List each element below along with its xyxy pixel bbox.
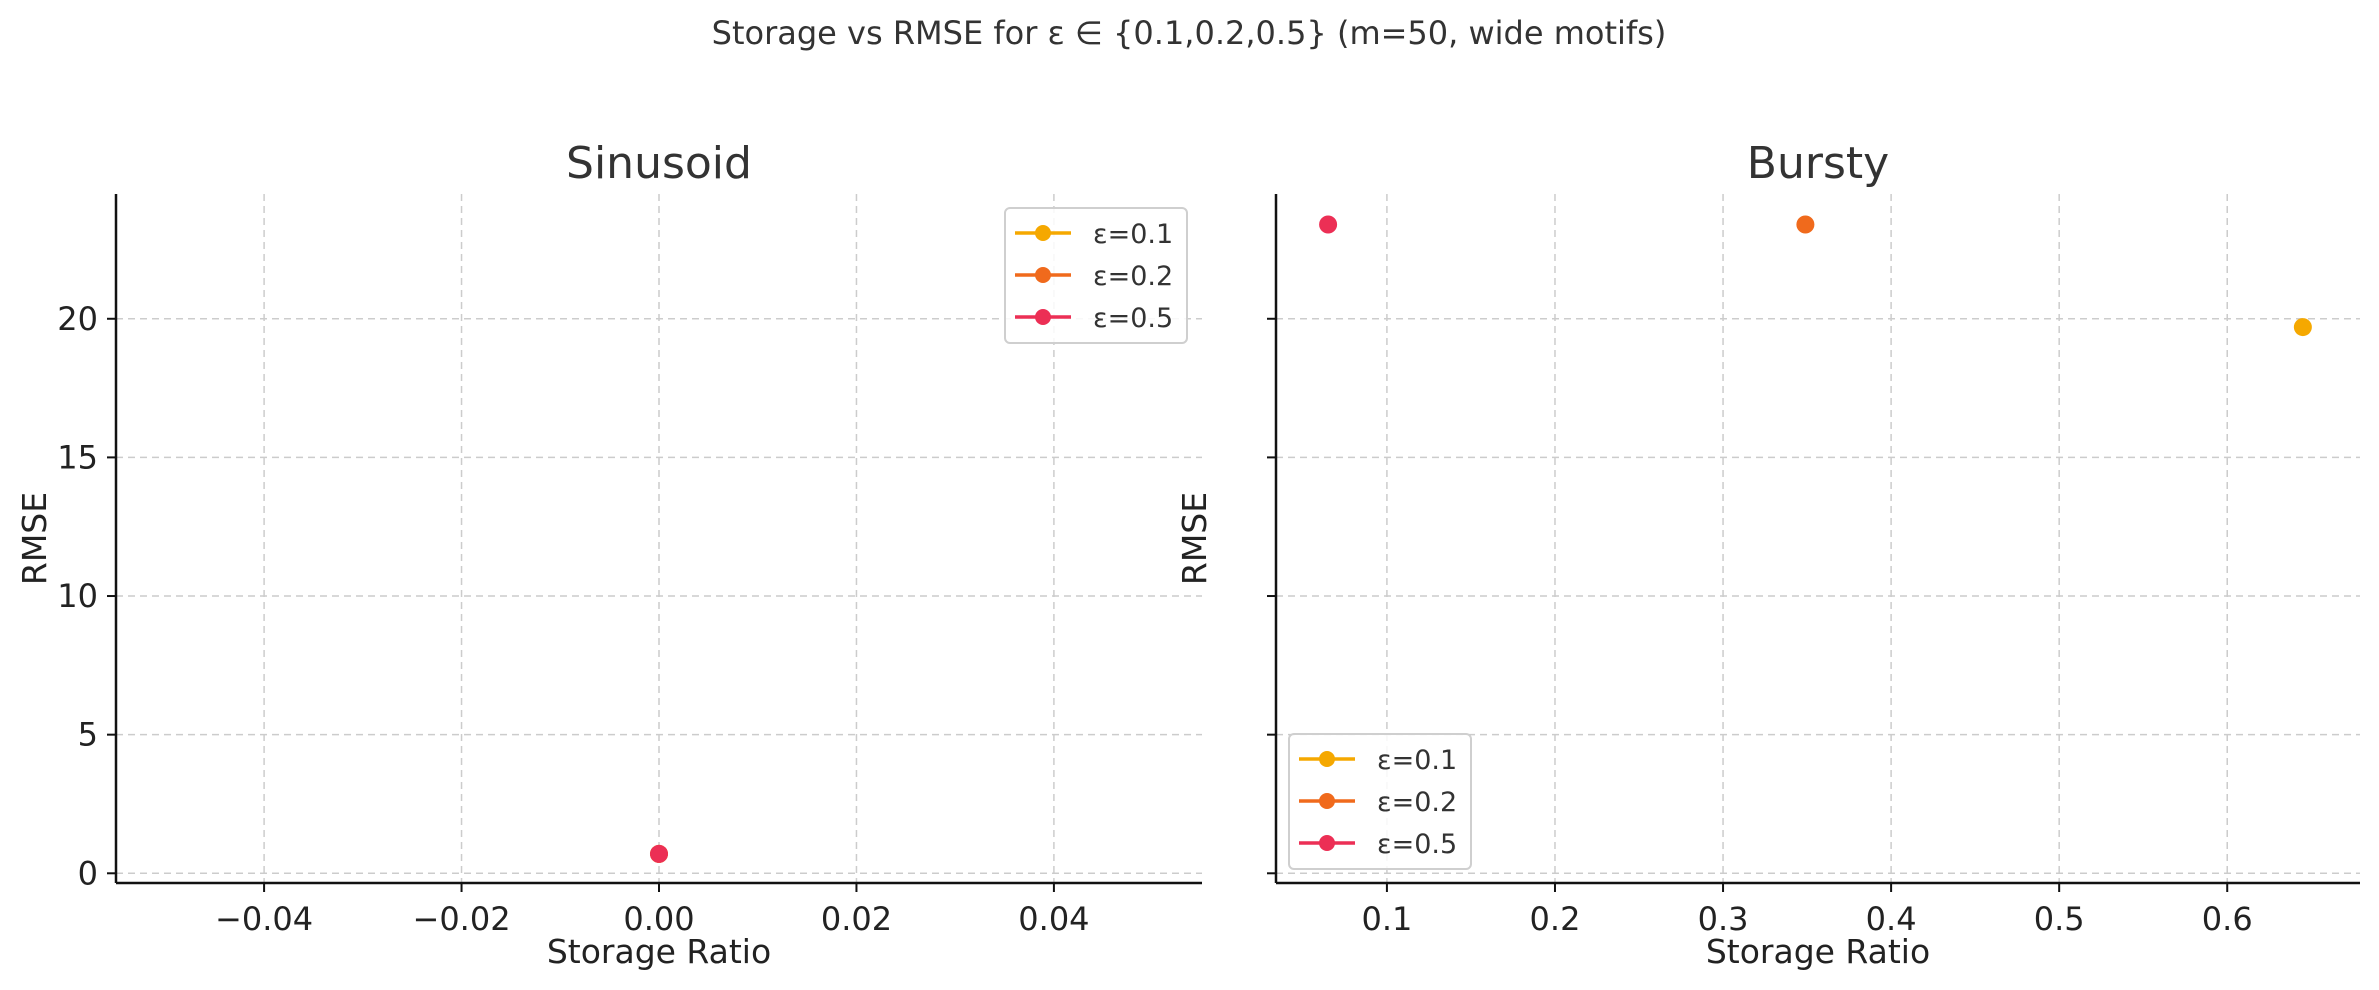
panel-title: Bursty [1747, 138, 1889, 189]
x-tick-label: 0.02 [821, 900, 892, 938]
y-tick-label: 0 [78, 854, 98, 892]
legend-marker [1035, 309, 1051, 325]
legend: ε=0.1 ε=0.2 ε=0.5 [1288, 733, 1472, 870]
x-tick-label: 0.6 [2202, 900, 2253, 938]
x-tick-label: 0.5 [2034, 900, 2085, 938]
x-tick-label: 0.00 [623, 900, 694, 938]
y-axis-label: RMSE [1175, 492, 1214, 585]
legend-box [1004, 207, 1188, 344]
x-axis-label: Storage Ratio [547, 932, 771, 971]
x-tick-label: 0.4 [1866, 900, 1917, 938]
y-tick-label: 15 [57, 438, 98, 476]
legend-box [1288, 733, 1472, 870]
y-axis-label: RMSE [15, 492, 54, 585]
legend-label: ε=0.5 [1377, 829, 1457, 860]
legend-marker [1035, 267, 1051, 283]
panel-sinusoid: −0.04 −0.02 0.00 0.02 0.04 0 5 10 15 20 Sinusoid St… [15, 138, 1202, 971]
legend-label: ε=0.2 [1377, 787, 1457, 818]
panel-bursty: 0.1 0.2 0.3 0.4 0.5 0.6 Bursty Storage Ratio RMS… [1175, 138, 2360, 971]
y-tick-label: 10 [57, 577, 98, 615]
x-tick-label: −0.04 [215, 900, 313, 938]
legend: ε=0.1 ε=0.2 ε=0.5 [1004, 207, 1188, 344]
x-tick-label: 0.04 [1018, 900, 1089, 938]
panel-title: Sinusoid [566, 138, 752, 189]
x-tick-label: 0.2 [1530, 900, 1581, 938]
legend-marker [1319, 751, 1335, 767]
x-tick-label: 0.3 [1698, 900, 1749, 938]
data-point [1319, 215, 1338, 234]
legend-marker [1319, 835, 1335, 851]
x-tick-label: 0.1 [1361, 900, 1412, 938]
figure-suptitle: Storage vs RMSE for ε ∈ {0.1,0.2,0.5} (m… [712, 14, 1667, 52]
legend-label: ε=0.2 [1093, 261, 1173, 292]
x-axis-label: Storage Ratio [1706, 932, 1930, 971]
y-tick-label: 20 [57, 300, 98, 338]
data-point [2293, 318, 2312, 337]
legend-label: ε=0.1 [1377, 745, 1457, 776]
data-point [650, 844, 668, 863]
y-tick-label: 5 [78, 716, 98, 754]
legend-marker [1319, 793, 1335, 809]
legend-label: ε=0.5 [1093, 303, 1173, 334]
legend-label: ε=0.1 [1093, 219, 1173, 250]
legend-marker [1035, 225, 1051, 241]
data-point [1796, 215, 1815, 234]
x-tick-label: −0.02 [413, 900, 511, 938]
